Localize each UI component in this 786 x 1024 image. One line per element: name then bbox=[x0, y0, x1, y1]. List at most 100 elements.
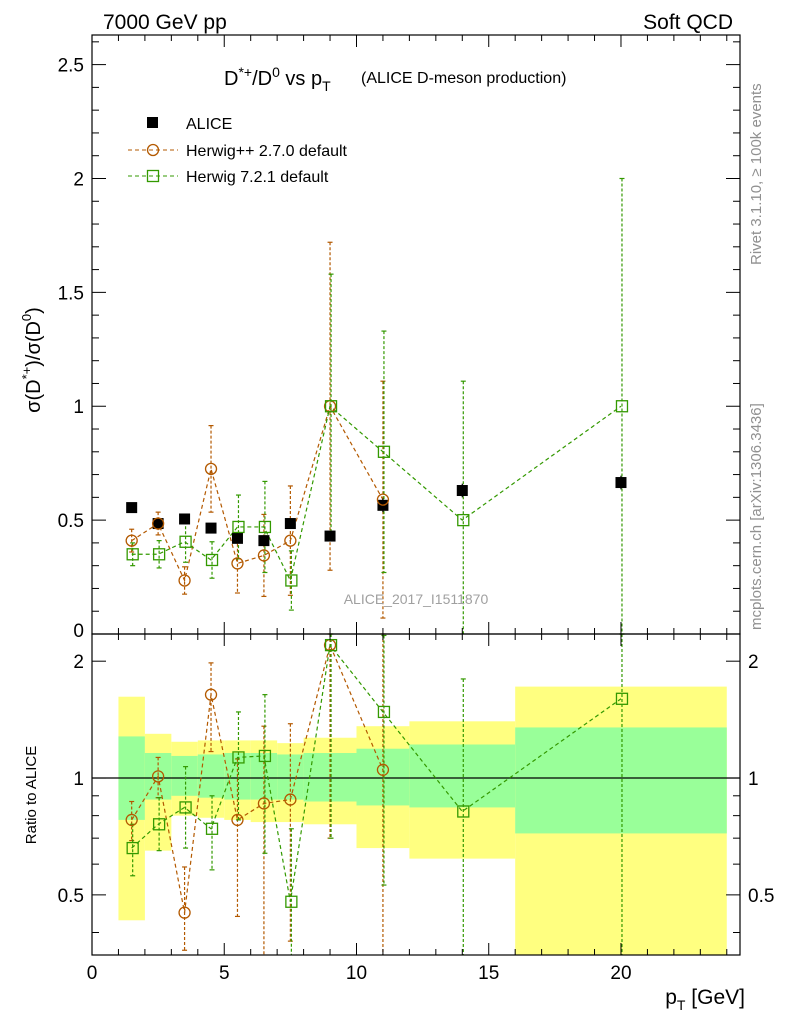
alice-point bbox=[258, 535, 270, 547]
herwig-new-point bbox=[152, 548, 166, 561]
mcplots-info: mcplots.cern.ch [arXiv:1306.3436] bbox=[748, 403, 765, 630]
herwig-new-point bbox=[258, 520, 272, 534]
ratio-herwig-new-point bbox=[377, 705, 391, 719]
ratio-herwig-new-point bbox=[126, 841, 139, 855]
ratio-plot-area bbox=[92, 633, 740, 955]
legend-entry-herwig-new: Herwig 7.2.1 default bbox=[128, 169, 329, 186]
herwig-old-point bbox=[231, 557, 244, 570]
ratio-herwig-new-line bbox=[131, 643, 622, 902]
ratio-band-inner bbox=[197, 754, 225, 798]
main-y-tick-label: 1 bbox=[73, 397, 84, 418]
ratio-herwig-new-point bbox=[232, 751, 245, 764]
ratio-y-tick-label-right: 1 bbox=[748, 769, 759, 790]
alice-point bbox=[152, 518, 164, 530]
main-y-tick-label: 2.5 bbox=[58, 56, 84, 77]
legend-label-herwig-new: Herwig 7.2.1 default bbox=[186, 169, 329, 186]
plot-title-sub: (ALICE D-meson production) bbox=[361, 70, 566, 87]
main-y-tick-label: 1.5 bbox=[58, 283, 84, 304]
legend-entry-herwig-old: Herwig++ 2.7.0 default bbox=[128, 143, 348, 160]
x-tick-label: 10 bbox=[346, 963, 367, 984]
ratio-herwig-old-line bbox=[131, 643, 384, 913]
x-tick-label: 15 bbox=[478, 963, 499, 984]
herwig-old-point bbox=[204, 462, 218, 476]
plot-title-main: D*+/D0 vs pT bbox=[224, 64, 331, 94]
ratio-herwig-new-point bbox=[152, 818, 166, 831]
ratio-band-inner bbox=[277, 754, 304, 800]
ratio-band-inner bbox=[515, 727, 727, 834]
ratio-herwig-old-point bbox=[204, 688, 218, 701]
header-category: Soft QCD bbox=[643, 11, 733, 34]
alice-point bbox=[231, 532, 243, 544]
rivet-info: Rivet 3.1.10, ≥ 100k events bbox=[748, 83, 765, 265]
alice-point bbox=[205, 522, 217, 534]
alice-point bbox=[324, 530, 336, 542]
plot-title: D*+/D0 vs pT (ALICE D-meson production) bbox=[224, 64, 566, 94]
herwig-old-point bbox=[257, 549, 271, 562]
herwig-old-point bbox=[125, 534, 138, 547]
alice-point bbox=[179, 513, 191, 525]
herwig-new-line bbox=[131, 405, 622, 583]
ratio-herwig-old-point bbox=[178, 906, 191, 919]
herwig-old-point bbox=[376, 493, 390, 506]
legend-marker-herwig-new bbox=[146, 169, 160, 183]
herwig-new-point bbox=[324, 400, 338, 413]
herwig-new-point bbox=[615, 400, 629, 413]
main-y-tick-label: 0.5 bbox=[58, 511, 84, 532]
main-plot-area bbox=[125, 177, 629, 635]
ratio-herwig-new-point bbox=[285, 895, 298, 908]
legend-entry-alice: ALICE bbox=[147, 116, 232, 133]
ratio-band-inner bbox=[409, 744, 516, 808]
alice-point bbox=[284, 518, 296, 530]
herwig-new-point bbox=[205, 553, 219, 567]
ratio-y-tick-label-right: 0.5 bbox=[748, 886, 774, 907]
ratio-herwig-old-point bbox=[231, 813, 244, 827]
header-energy: 7000 GeV pp bbox=[103, 11, 227, 34]
ratio-y-tick-label: 1 bbox=[73, 769, 84, 790]
main-y-tick-label: 0 bbox=[73, 621, 84, 642]
ratio-herwig-new-point bbox=[258, 749, 272, 763]
legend-label-herwig-old: Herwig++ 2.7.0 default bbox=[186, 143, 348, 160]
herwig-old-line bbox=[131, 404, 384, 583]
ratio-y-tick-label: 2 bbox=[73, 652, 84, 673]
main-y-axis-label: σ(D*+)/σ(D0) bbox=[19, 307, 45, 413]
ratio-herwig-new-point bbox=[324, 638, 338, 652]
ratio-y-tick-label: 0.5 bbox=[58, 886, 84, 907]
x-axis-label: pT [GeV] bbox=[665, 986, 745, 1013]
ratio-herwig-old-point bbox=[125, 813, 138, 827]
x-tick-label: 5 bbox=[219, 963, 230, 984]
herwig-new-point bbox=[179, 535, 192, 548]
alice-point bbox=[126, 502, 138, 514]
herwig-new-point bbox=[232, 520, 245, 534]
main-y-tick-label: 2 bbox=[73, 169, 84, 190]
alice-point bbox=[615, 477, 627, 489]
ratio-herwig-new-point bbox=[205, 822, 219, 835]
legend-marker-herwig-old bbox=[146, 143, 160, 157]
herwig-old-point bbox=[151, 517, 165, 530]
ratio-herwig-new-point bbox=[179, 801, 192, 814]
legend-label-alice: ALICE bbox=[186, 116, 232, 133]
herwig-old-point bbox=[178, 574, 191, 587]
ratio-herwig-new-point bbox=[615, 692, 629, 705]
ratio-herwig-new-point bbox=[457, 805, 470, 818]
x-tick-label: 0 bbox=[87, 963, 98, 984]
legend-marker-alice bbox=[147, 117, 158, 128]
axis-frames: 0 5 10 15 20 0.5 1 1.5 2 2.5 0 0.5 0.5 1 1 2 2 bbox=[58, 34, 774, 984]
ratio-herwig-old-point bbox=[257, 797, 271, 810]
x-tick-label: 20 bbox=[610, 963, 631, 984]
ratio-band-inner bbox=[171, 755, 198, 796]
herwig-old-point bbox=[284, 534, 297, 547]
alice-point bbox=[456, 485, 468, 497]
analysis-watermark: ALICE_2017_I1511870 bbox=[344, 591, 489, 607]
herwig-new-point bbox=[377, 445, 391, 458]
legend: ALICE Herwig++ 2.7.0 default Herwig 7.2.… bbox=[128, 116, 348, 186]
ratio-y-axis-label: Ratio to ALICE bbox=[23, 746, 40, 844]
ratio-herwig-old-point bbox=[151, 770, 165, 783]
ratio-herwig-old-point bbox=[376, 763, 390, 776]
herwig-new-point bbox=[285, 574, 298, 587]
ratio-y-tick-label-right: 2 bbox=[748, 652, 759, 673]
ratio-plot-frame bbox=[91, 633, 741, 956]
herwig-new-point bbox=[457, 513, 470, 527]
ratio-herwig-old-point bbox=[284, 793, 297, 806]
herwig-new-point bbox=[126, 548, 139, 561]
